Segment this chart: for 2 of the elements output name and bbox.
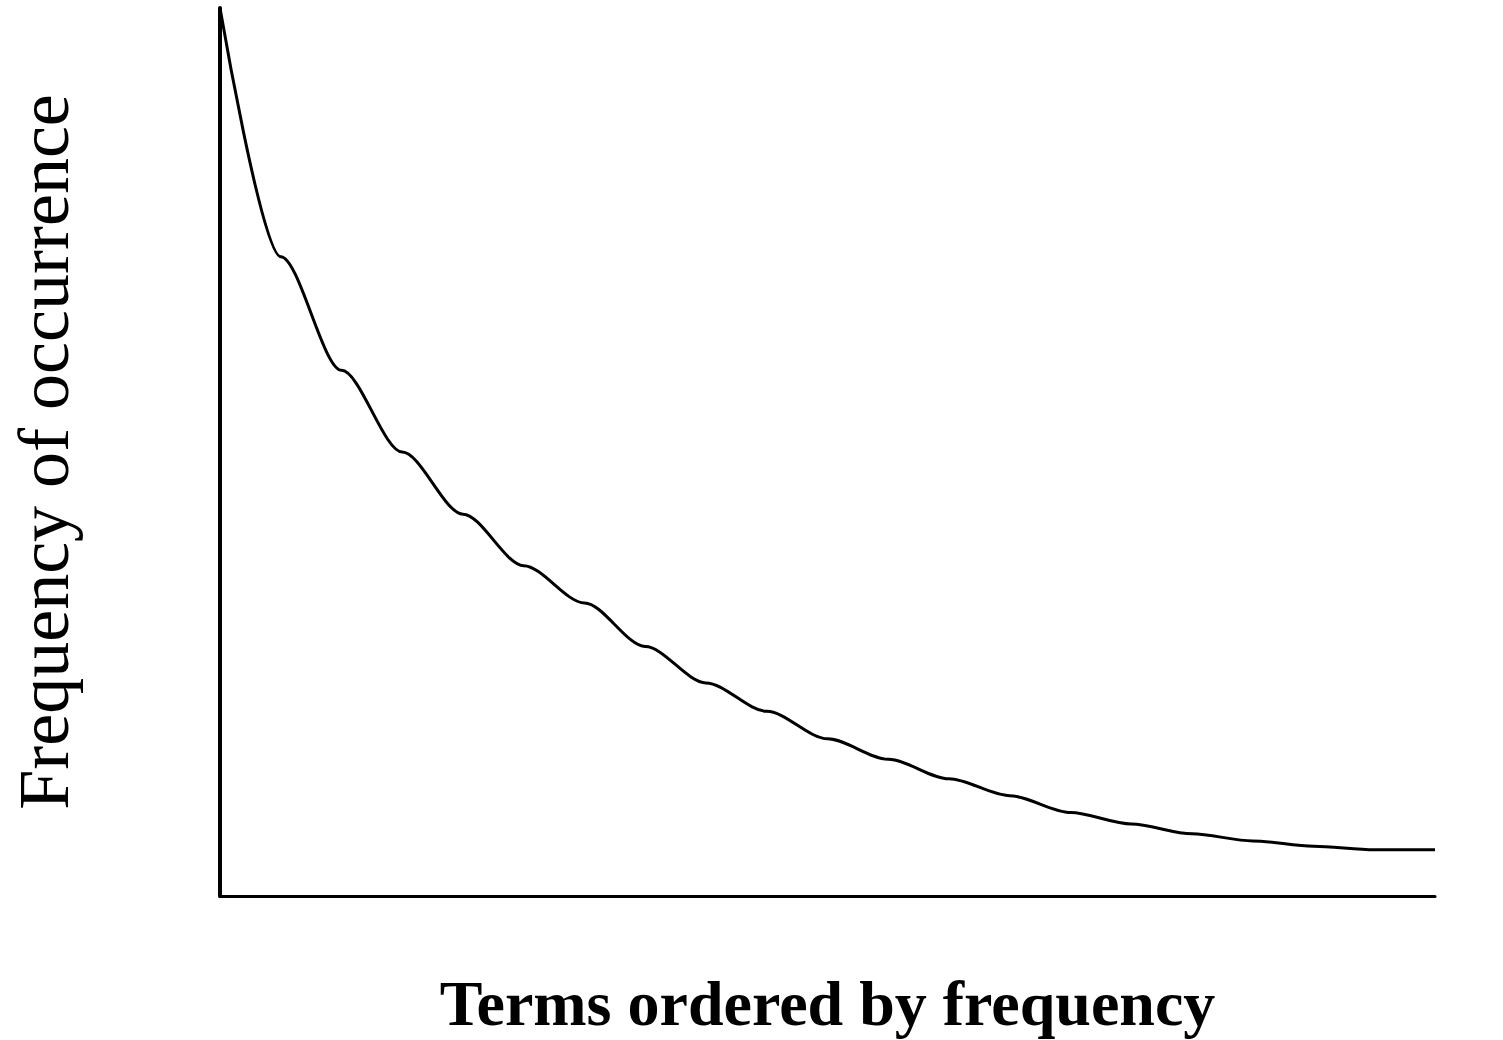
y-axis-title: Frequency of occurrence (4, 94, 84, 810)
x-axis-title: Terms ordered by frequency (439, 967, 1216, 1039)
